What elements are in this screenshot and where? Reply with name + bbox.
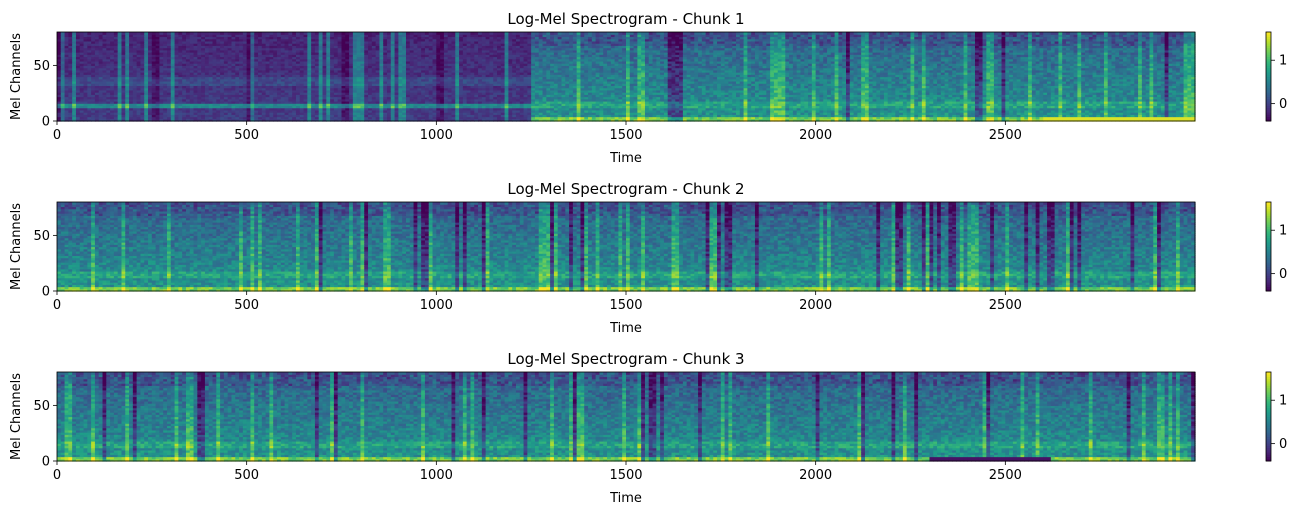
colorbar-tick-label: 0 bbox=[1279, 437, 1287, 452]
y-tick-label: 50 bbox=[33, 229, 50, 244]
colorbar-tick-label: 1 bbox=[1279, 54, 1287, 69]
y-tick-label: 50 bbox=[33, 399, 50, 414]
colorbar-tick-label: 1 bbox=[1279, 394, 1287, 409]
x-tick-label: 1000 bbox=[420, 298, 453, 313]
spectrogram-panel-2: 0 500 1000 1500 2000 2500 0 50 Log-Mel Spectrogr… bbox=[9, 180, 1287, 336]
x-tick-label: 2000 bbox=[799, 128, 832, 143]
x-tick-label: 1500 bbox=[609, 468, 642, 483]
x-tick-label: 2000 bbox=[799, 298, 832, 313]
x-axis-label: Time bbox=[609, 491, 642, 506]
y-axis-label: Mel Channels bbox=[9, 373, 24, 460]
y-axis-label: Mel Channels bbox=[9, 33, 24, 120]
colorbar-2: 01 bbox=[1266, 202, 1287, 292]
x-tick-label: 500 bbox=[234, 298, 259, 313]
x-tick-label: 500 bbox=[234, 128, 259, 143]
spectrogram-heatmap-1 bbox=[57, 32, 1196, 122]
x-tick-label: 0 bbox=[53, 128, 61, 143]
y-tick-label: 50 bbox=[33, 59, 50, 74]
chart-title: Log-Mel Spectrogram - Chunk 1 bbox=[507, 10, 744, 28]
x-tick-label: 2000 bbox=[799, 468, 832, 483]
x-tick-label: 500 bbox=[234, 468, 259, 483]
x-tick-label: 0 bbox=[53, 298, 61, 313]
spectrogram-heatmap-2 bbox=[57, 202, 1196, 292]
x-tick-label: 1500 bbox=[609, 128, 642, 143]
spectrogram-panel-1: 0 500 1000 1500 2000 2500 0 50 Log-Mel Spectrogr… bbox=[9, 10, 1287, 166]
y-axis-label: Mel Channels bbox=[9, 203, 24, 290]
x-tick-label: 2500 bbox=[989, 128, 1022, 143]
colorbar-tick-label: 0 bbox=[1279, 97, 1287, 112]
x-tick-label: 1000 bbox=[420, 468, 453, 483]
colorbar-tick-label: 0 bbox=[1279, 267, 1287, 282]
x-axis-label: Time bbox=[609, 151, 642, 166]
y-tick-label: 0 bbox=[42, 115, 50, 130]
colorbar-1: 01 bbox=[1266, 32, 1287, 122]
x-tick-label: 2500 bbox=[989, 298, 1022, 313]
x-tick-label: 1500 bbox=[609, 298, 642, 313]
x-tick-label: 2500 bbox=[989, 468, 1022, 483]
spectrogram-heatmap-3 bbox=[57, 372, 1196, 462]
colorbar-tick-label: 1 bbox=[1279, 224, 1287, 239]
spectrogram-panel-3: 0 500 1000 1500 2000 2500 0 50 Log-Mel Spectrogr… bbox=[9, 350, 1287, 506]
x-tick-label: 0 bbox=[53, 468, 61, 483]
chart-title: Log-Mel Spectrogram - Chunk 2 bbox=[507, 180, 744, 198]
x-tick-label: 1000 bbox=[420, 128, 453, 143]
y-tick-label: 0 bbox=[42, 455, 50, 470]
chart-title: Log-Mel Spectrogram - Chunk 3 bbox=[507, 350, 744, 368]
x-axis-label: Time bbox=[609, 321, 642, 336]
colorbar-3: 01 bbox=[1266, 372, 1287, 462]
y-tick-label: 0 bbox=[42, 285, 50, 300]
